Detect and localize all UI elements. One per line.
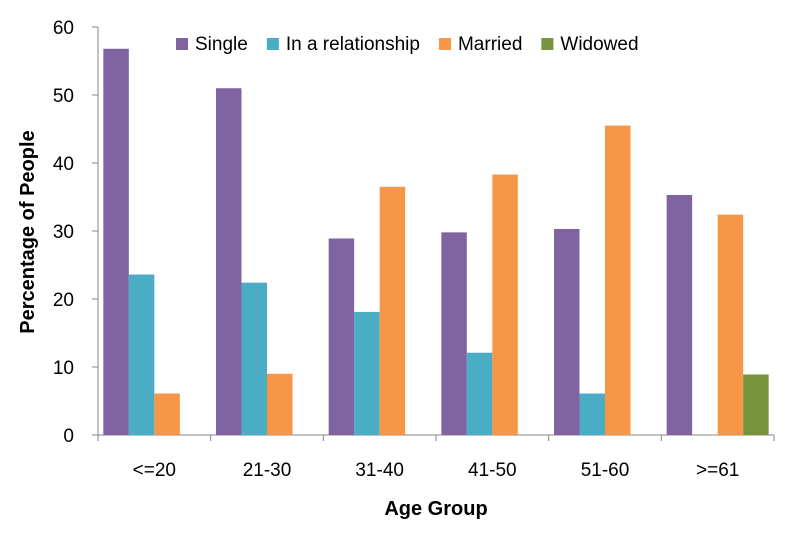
bar-married	[379, 186, 406, 435]
bar-widowed	[743, 374, 769, 435]
y-axis-title: Percentage of People	[17, 130, 39, 333]
bar-married	[267, 373, 293, 435]
y-tick-label: 20	[53, 290, 74, 311]
legend-swatch	[541, 38, 554, 50]
axes: 0 10 20 30 40 50 60 <=20 21-30 31-40 41-50 51-60 >=6…	[53, 18, 775, 481]
legend-label: Married	[458, 34, 522, 55]
bar-in-a-relationship	[241, 282, 267, 435]
y-tick-label: 60	[53, 18, 74, 39]
y-tick-label: 50	[53, 86, 74, 107]
legend-label: Widowed	[560, 34, 638, 55]
legend-swatch	[438, 38, 451, 50]
bar-single	[216, 88, 242, 435]
legend-label: Single	[195, 34, 248, 55]
legend-swatch	[176, 38, 188, 50]
bar-in-a-relationship	[354, 311, 380, 435]
bar-married	[492, 174, 518, 435]
y-tick-label: 10	[53, 358, 74, 379]
x-tick-label: 21-30	[243, 460, 292, 481]
legend-swatch	[266, 38, 279, 50]
x-tick-label: >=61	[696, 460, 739, 481]
bar-single	[554, 228, 580, 435]
bar-married	[154, 393, 180, 435]
bar-single	[666, 194, 693, 435]
bar-married	[605, 125, 631, 435]
y-tick-label: 0	[63, 426, 74, 447]
bar-in-a-relationship	[466, 352, 493, 435]
y-tick-label: 40	[53, 154, 74, 175]
x-tick-label: 31-40	[355, 460, 404, 481]
legend-label: In a relationship	[286, 34, 420, 55]
bar-married	[717, 214, 744, 435]
bar-single	[441, 232, 467, 435]
x-tick-label: <=20	[133, 460, 176, 481]
bar-single	[103, 48, 129, 435]
x-axis-title: Age Group	[384, 498, 487, 520]
x-tick-label: 41-50	[468, 460, 517, 481]
x-tick-label: 51-60	[581, 460, 630, 481]
legend: Single In a relationship Married Widowed	[176, 34, 639, 55]
bar-in-a-relationship	[128, 274, 155, 435]
y-tick-label: 30	[53, 222, 74, 243]
bars	[103, 48, 769, 435]
bar-single	[328, 238, 355, 435]
bar-in-a-relationship	[579, 393, 605, 435]
